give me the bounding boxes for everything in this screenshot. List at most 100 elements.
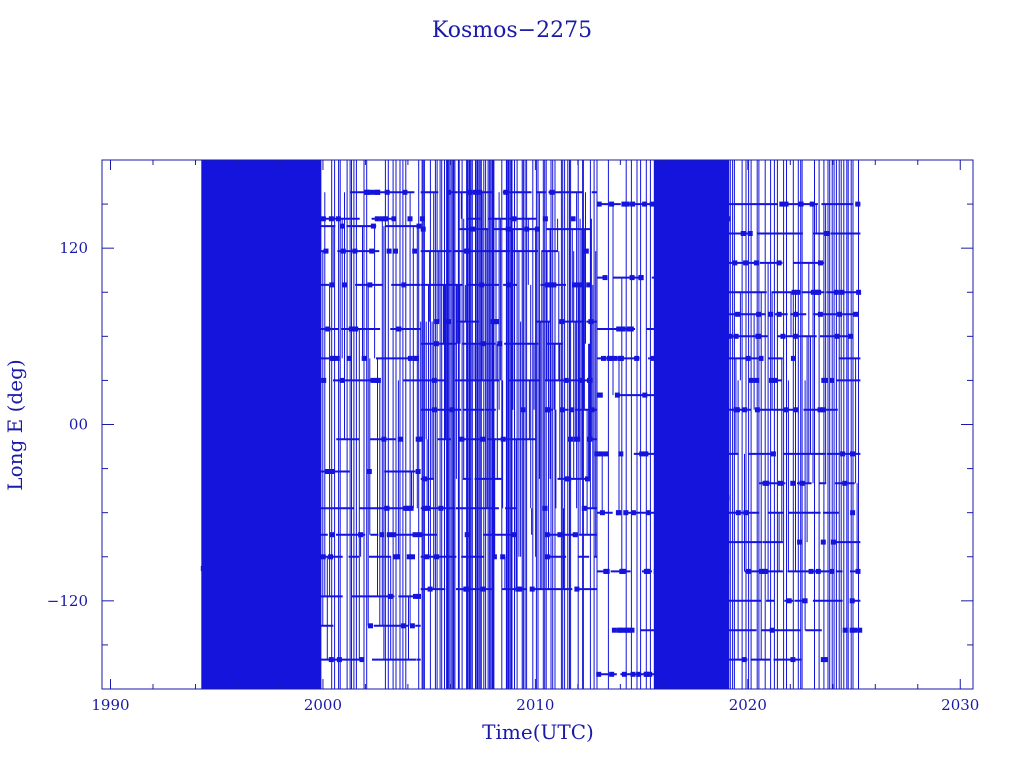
data-point [401,282,407,288]
x-tick-label: 2010 [516,696,554,714]
data-point [645,568,651,574]
data-point [505,226,511,232]
data-point [446,319,451,325]
data-point [790,355,796,361]
data-point [303,657,309,663]
data-point [449,407,455,413]
data-point [626,627,632,633]
series-segment [653,160,731,689]
data-point [762,480,768,486]
data-point [612,355,618,361]
data-point [520,407,526,413]
data-point [798,201,804,207]
data-point [352,248,358,254]
data-point [742,407,748,413]
data-point [609,201,615,207]
data-point [682,568,688,574]
data-point [618,451,624,457]
data-point [263,566,269,571]
data-point [703,407,709,413]
data-point [673,216,679,222]
data-point [320,554,326,560]
data-point [634,355,640,361]
data-point [833,289,839,295]
data-point [710,495,716,501]
data-point [281,248,287,254]
data-point [638,275,644,281]
series-tracks [420,160,597,689]
series-tracks [320,160,420,689]
data-point [756,311,762,317]
data-point [249,248,255,254]
data-point [416,223,422,229]
data-point [325,326,331,332]
data-point [719,341,725,347]
data-point [808,568,814,574]
data-point [480,341,486,347]
data-point [393,248,398,254]
data-point [320,216,326,222]
data-point [265,220,271,226]
data-point [524,226,530,232]
data-point [413,593,418,599]
data-point [365,189,371,195]
data-point [409,623,415,629]
data-point [629,275,635,281]
data-point [370,223,376,229]
data-point [850,451,855,457]
data-point [323,248,329,254]
data-point [740,231,746,236]
data-point [464,532,470,538]
data-point [642,392,648,398]
data-point [480,436,486,442]
data-point [211,314,217,320]
data-point [692,495,698,501]
data-point [756,333,762,339]
data-point [628,326,633,332]
data-point [666,407,672,413]
data-point [220,623,225,629]
data-point [618,627,624,633]
data-point [780,333,786,339]
data-point [581,505,587,511]
data-point [748,377,754,383]
data-point [657,407,663,413]
data-point [463,586,469,592]
data-point [257,201,263,207]
data-point [551,282,557,288]
y-axis-label: Long E (deg) [3,359,27,490]
data-point [753,260,759,266]
data-point [353,326,359,332]
data-point [312,473,318,479]
data-point [402,189,408,195]
data-point [601,355,606,361]
data-point [470,226,475,232]
series-tracks [201,160,322,689]
data-point [793,311,799,317]
data-point [672,627,678,633]
data-point [374,216,380,222]
data-point [779,201,785,207]
data-point [609,671,615,677]
data-point [569,407,575,413]
data-point [596,201,602,207]
x-tick-label: 2030 [941,696,979,714]
data-point [408,505,414,511]
data-point [606,355,612,361]
data-point [391,216,397,222]
series-tracks [728,160,859,689]
data-point [733,333,739,339]
data-point [587,377,593,383]
data-point [848,333,854,339]
data-point [391,532,397,538]
data-point [829,568,835,574]
data-point [842,480,848,486]
data-point [500,554,506,560]
data-point [773,377,778,383]
data-point [732,260,738,266]
data-point [758,355,764,361]
data-point [206,623,212,629]
data-point [706,341,712,347]
data-point [387,593,393,599]
